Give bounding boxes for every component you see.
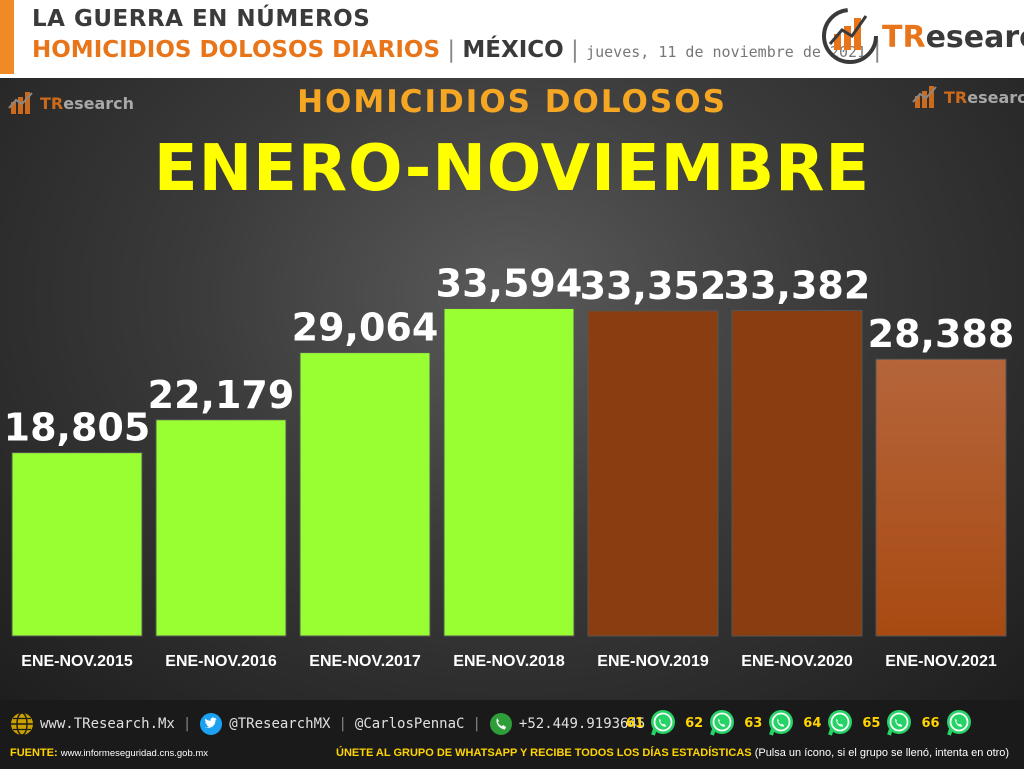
header-topic: HOMICIDIOS DOLOSOS DIARIOS bbox=[32, 37, 441, 63]
header-country: MÉXICO bbox=[462, 37, 564, 63]
bar-ene-nov-2017 bbox=[299, 352, 431, 637]
chart-title: ENERO-NOVIEMBRE bbox=[153, 132, 871, 206]
whatsapp-group-65[interactable]: 65 bbox=[862, 709, 913, 737]
whatsapp-group-64[interactable]: 64 bbox=[803, 709, 854, 737]
whatsapp-icon[interactable] bbox=[767, 709, 795, 737]
chart-subtitle: HOMICIDIOS DOLOSOS bbox=[297, 84, 727, 120]
header-separator: | bbox=[563, 37, 587, 63]
chart-logo-icon bbox=[912, 86, 937, 108]
whatsapp-group-number: 64 bbox=[803, 715, 822, 731]
chart-panel: TResearch TResearch HOMICIDIOS DOLOSOS E… bbox=[0, 78, 1024, 700]
bar-value-label: 28,388 bbox=[868, 312, 1015, 356]
x-tick-label: ENE-NOV.2015 bbox=[21, 653, 133, 670]
bar-ene-nov-2016 bbox=[155, 419, 287, 637]
bar-ene-nov-2015 bbox=[11, 452, 143, 637]
bar-value-label: 33,594 bbox=[436, 261, 583, 305]
whatsapp-group-number: 62 bbox=[685, 715, 704, 731]
twitter-icon bbox=[200, 713, 223, 735]
personal-handle[interactable]: @CarlosPennaC bbox=[354, 716, 465, 732]
x-tick-label: ENE-NOV.2020 bbox=[741, 653, 853, 670]
source-label: FUENTE: bbox=[10, 747, 58, 759]
whatsapp-invite-note: (Pulsa un ícono, si el grupo se llenó, i… bbox=[754, 747, 1010, 759]
whatsapp-groups: 61 62 63 64 65 66 bbox=[626, 709, 973, 737]
bar-value-label: 33,382 bbox=[724, 264, 871, 308]
bar-ene-nov-2018 bbox=[443, 307, 575, 637]
bar-value-label: 22,179 bbox=[148, 373, 295, 417]
bar-ene-nov-2021 bbox=[875, 358, 1007, 637]
header-title: LA GUERRA EN NÚMEROS bbox=[32, 6, 371, 32]
whatsapp-group-number: 63 bbox=[744, 715, 763, 731]
whatsapp-group-61[interactable]: 61 bbox=[626, 709, 677, 737]
footer-source-row: FUENTE: www.informeseguridad.cns.gob.mx … bbox=[10, 747, 1020, 759]
whatsapp-icon[interactable] bbox=[826, 709, 854, 737]
header-accent-bar bbox=[0, 0, 14, 74]
header-separator: | bbox=[440, 37, 463, 63]
whatsapp-group-number: 61 bbox=[626, 715, 645, 731]
source-link[interactable]: www.informeseguridad.cns.gob.mx bbox=[60, 748, 209, 759]
globe-icon bbox=[11, 712, 33, 736]
header-date: jueves, 11 de noviembre de 2021 bbox=[586, 43, 867, 61]
whatsapp-invite: ÚNETE AL GRUPO DE WHATSAPP Y RECIBE TODO… bbox=[336, 747, 1009, 759]
whatsapp-group-62[interactable]: 62 bbox=[685, 709, 736, 737]
whatsapp-group-number: 66 bbox=[921, 715, 940, 731]
whatsapp-group-66[interactable]: 66 bbox=[921, 709, 972, 737]
bar-ene-nov-2020 bbox=[731, 310, 863, 637]
footer-contacts: www.TResearch.Mx | @TResearchMX | @Carlo… bbox=[10, 710, 670, 738]
x-tick-label: ENE-NOV.2017 bbox=[309, 653, 421, 670]
whatsapp-icon[interactable] bbox=[945, 709, 973, 737]
footer: www.TResearch.Mx | @TResearchMX | @Carlo… bbox=[0, 700, 1024, 769]
x-tick-label: ENE-NOV.2021 bbox=[885, 653, 997, 670]
watermark-logo-right: TResearch bbox=[912, 84, 1024, 110]
bar-value-label: 18,805 bbox=[4, 406, 151, 450]
tresearch-logo-icon bbox=[822, 8, 878, 64]
header-subtitle: HOMICIDIOS DOLOSOS DIARIOS | MÉXICO | ju… bbox=[32, 37, 881, 63]
twitter-handle[interactable]: @TResearchMX bbox=[229, 716, 331, 732]
whatsapp-group-63[interactable]: 63 bbox=[744, 709, 795, 737]
watermark-logo-left: TResearch bbox=[8, 90, 134, 116]
whatsapp-icon[interactable] bbox=[885, 709, 913, 737]
phone-icon bbox=[489, 713, 512, 735]
footer-separator: | bbox=[472, 716, 481, 732]
bar-chart: 18,805 ENE-NOV.2015 22,179 ENE-NOV.2016 29,0… bbox=[4, 261, 1015, 670]
tresearch-logo[interactable]: TResearch bbox=[820, 4, 1024, 68]
whatsapp-group-number: 65 bbox=[862, 715, 881, 731]
bar-ene-nov-2019 bbox=[587, 310, 719, 637]
logo-text: TResearch bbox=[882, 20, 1024, 55]
bar-value-label: 29,064 bbox=[292, 306, 439, 350]
footer-separator: | bbox=[182, 716, 192, 732]
phone-number[interactable]: +52.449.9193645 bbox=[518, 716, 646, 732]
whatsapp-icon[interactable] bbox=[708, 709, 736, 737]
chart-logo-icon bbox=[8, 92, 33, 114]
x-tick-label: ENE-NOV.2019 bbox=[597, 653, 709, 670]
x-tick-label: ENE-NOV.2016 bbox=[165, 653, 277, 670]
whatsapp-invite-text: ÚNETE AL GRUPO DE WHATSAPP Y RECIBE TODO… bbox=[336, 747, 752, 759]
whatsapp-icon[interactable] bbox=[649, 709, 677, 737]
header-separator: | bbox=[866, 37, 882, 63]
header: LA GUERRA EN NÚMEROS HOMICIDIOS DOLOSOS … bbox=[0, 0, 1024, 74]
bar-value-label: 33,352 bbox=[580, 264, 727, 308]
footer-separator: | bbox=[338, 716, 347, 732]
x-tick-label: ENE-NOV.2018 bbox=[453, 653, 565, 670]
website-link[interactable]: www.TResearch.Mx bbox=[40, 716, 175, 732]
